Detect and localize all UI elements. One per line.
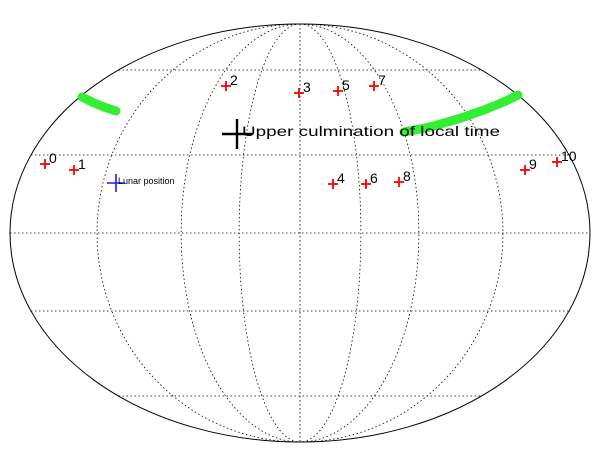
lunar-label: Lunar position (118, 176, 175, 186)
star-label: 5 (342, 77, 350, 93)
meridian (96, 23, 301, 443)
star-label: 6 (370, 170, 378, 186)
culmination-marker (222, 119, 252, 149)
coordinate-grid (9, 23, 591, 443)
star-marker (369, 81, 379, 91)
star-marker (69, 165, 79, 175)
star-label: 2 (230, 72, 238, 88)
star-marker (361, 179, 371, 189)
star-label: 1 (78, 156, 86, 172)
map-markers: 0 1 2 3 4 5 6 7 8 9 10 Lunar position Upper culminat… (40, 72, 577, 192)
star-label: 7 (378, 72, 386, 88)
star-marker (294, 88, 304, 98)
green-tracks (77, 90, 523, 137)
meridian (299, 23, 504, 443)
star-marker (520, 165, 530, 175)
star-label: 9 (529, 156, 537, 172)
star-marker (333, 86, 343, 96)
star-label: 4 (337, 170, 345, 186)
star-marker (394, 177, 404, 187)
star-label: 0 (49, 150, 57, 166)
track-left (77, 92, 121, 116)
star-marker (40, 159, 50, 169)
star-label: 3 (303, 79, 311, 95)
star-marker (552, 157, 562, 167)
star-marker (328, 179, 338, 189)
meridian (299, 23, 362, 443)
culmination-label: Upper culmination of local time (242, 123, 500, 139)
star-label: 8 (403, 168, 411, 184)
lunar-marker (107, 174, 125, 192)
star-label: 10 (561, 148, 577, 164)
track-right (399, 90, 523, 137)
star-marker (221, 81, 231, 91)
